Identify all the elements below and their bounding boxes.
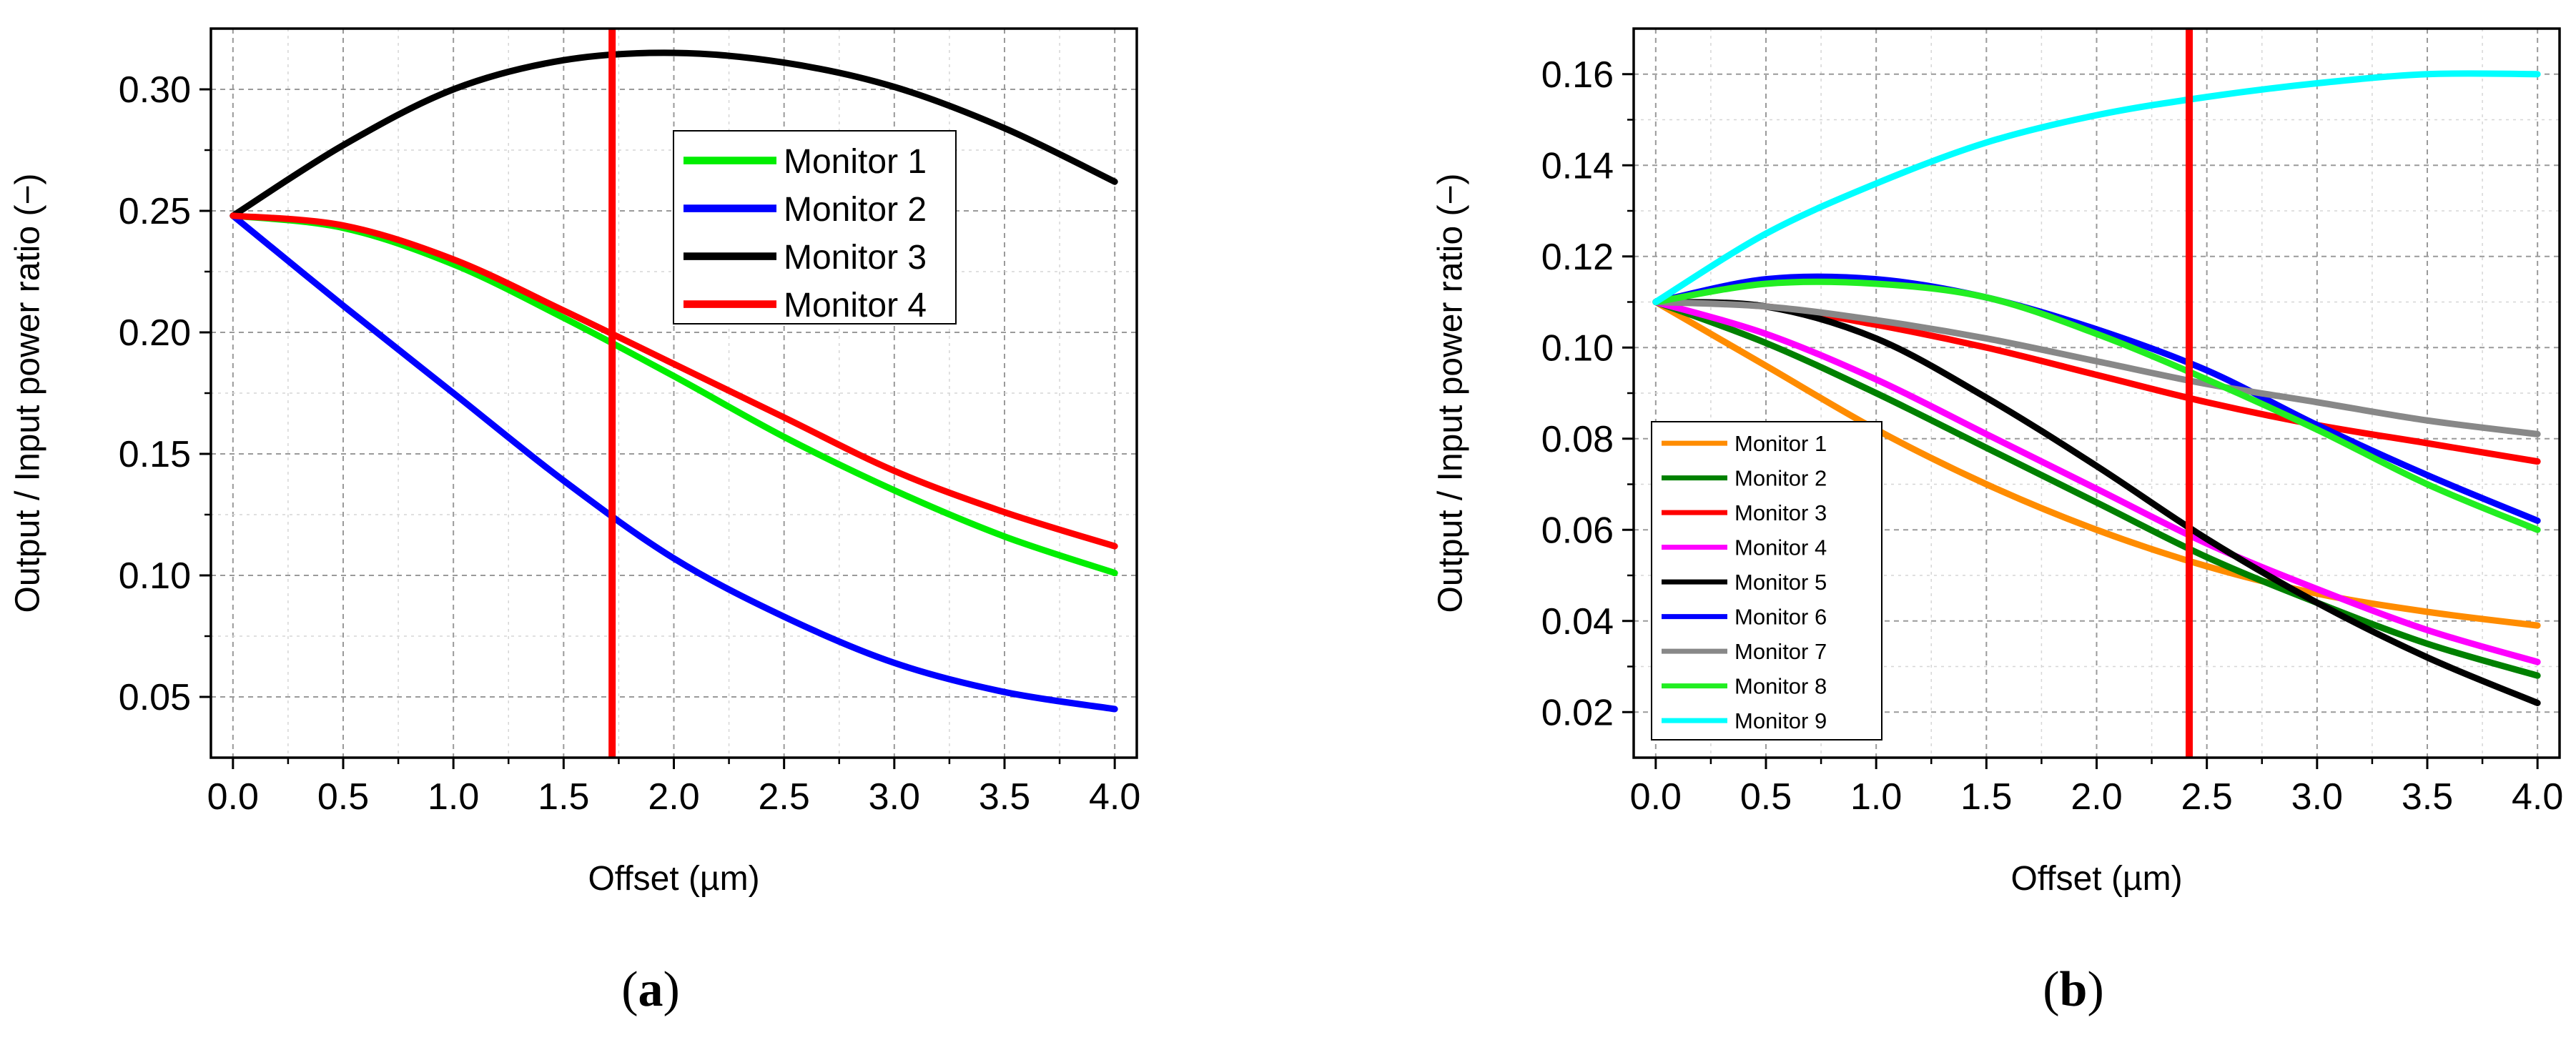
legend-label: Monitor 4 xyxy=(1734,535,1827,560)
series-line-monitor-6 xyxy=(1652,273,2541,524)
legend: Monitor 1 Monitor 2 Monitor 3 Monitor 4 xyxy=(673,130,957,325)
x-tick-label: 2.5 xyxy=(759,776,810,818)
legend-label: Monitor 8 xyxy=(1734,674,1827,699)
y-tick-label: 0.06 xyxy=(1541,510,1614,551)
series-line-monitor-3 xyxy=(230,49,1118,219)
series-line-monitor-4 xyxy=(230,212,1118,550)
x-tick-label: 4.0 xyxy=(1089,776,1140,818)
x-tick-label: 3.0 xyxy=(2291,776,2343,818)
series-line-monitor-9 xyxy=(1652,70,2541,305)
legend-label: Monitor 1 xyxy=(784,143,927,181)
x-tick-label: 3.0 xyxy=(869,776,920,818)
legend-label: Monitor 5 xyxy=(1734,570,1827,595)
series-line-monitor-7 xyxy=(1652,299,2541,437)
y-axis-label: Output / Input power ratio (−) xyxy=(9,174,47,613)
y-tick-label: 0.14 xyxy=(1541,145,1614,187)
legend-label: Monitor 3 xyxy=(784,239,927,277)
legend-label: Monitor 1 xyxy=(1734,431,1827,456)
series-line-monitor-1 xyxy=(1652,299,2541,629)
y-tick-label: 0.20 xyxy=(119,312,191,354)
legend-label: Monitor 7 xyxy=(1734,639,1827,664)
x-tick-label: 0.5 xyxy=(317,776,369,818)
y-tick-label: 0.15 xyxy=(119,434,191,475)
y-tick-label: 0.08 xyxy=(1541,419,1614,460)
x-tick-label: 1.5 xyxy=(538,776,589,818)
x-tick-label: 3.5 xyxy=(979,776,1030,818)
chart-panel-a: 0.0 0.5 1.0 1.5 2.0 2.5 3.0 3.5 4.0 0.05 0.10 0.15 0… xyxy=(9,27,1140,898)
legend-label: Monitor 6 xyxy=(1734,605,1827,630)
series-line-monitor-4 xyxy=(1652,299,2541,665)
x-axis-label: Offset (µm) xyxy=(2010,860,2182,898)
y-tick-label: 0.02 xyxy=(1541,692,1614,733)
y-tick-label: 0.10 xyxy=(1541,327,1614,369)
legend-label: Monitor 2 xyxy=(1734,466,1827,491)
x-tick-label: 0.5 xyxy=(1740,776,1792,818)
y-tick-label: 0.12 xyxy=(1541,237,1614,278)
legend-label: Monitor 2 xyxy=(784,191,927,229)
chart-panel-b: 0.0 0.5 1.0 1.5 2.0 2.5 3.0 3.5 4.0 0.02 0.04 0.06 0… xyxy=(1432,27,2563,898)
x-tick-label: 0.0 xyxy=(1630,776,1682,818)
x-tick-label: 3.5 xyxy=(2402,776,2453,818)
caption-a: (a) xyxy=(621,962,680,1017)
y-tick-label: 0.04 xyxy=(1541,601,1614,643)
legend-label: Monitor 3 xyxy=(1734,500,1827,525)
series-line-monitor-8 xyxy=(1652,278,2541,533)
y-tick-label: 0.25 xyxy=(119,191,191,232)
series-line-monitor-2 xyxy=(230,212,1118,713)
caption-b: (b) xyxy=(2043,962,2104,1017)
x-tick-label: 2.5 xyxy=(2181,776,2233,818)
x-tick-label: 2.0 xyxy=(2071,776,2122,818)
y-tick-label: 0.10 xyxy=(119,555,191,597)
series-line-monitor-5 xyxy=(1652,299,2541,706)
legend: Monitor 1 Monitor 2 Monitor 3 Monitor 4 Moni… xyxy=(1651,421,1882,741)
y-tick-label: 0.05 xyxy=(119,677,191,718)
x-axis-label: Offset (µm) xyxy=(588,860,759,898)
x-tick-label: 0.0 xyxy=(207,776,259,818)
y-tick-label: 0.30 xyxy=(119,69,191,111)
x-tick-label: 4.0 xyxy=(2512,776,2563,818)
x-tick-label: 1.5 xyxy=(1960,776,2012,818)
x-tick-label: 1.0 xyxy=(1850,776,1902,818)
series-line-monitor-2 xyxy=(1652,299,2541,679)
y-tick-label: 0.16 xyxy=(1541,54,1614,96)
x-tick-label: 2.0 xyxy=(648,776,699,818)
legend-label: Monitor 4 xyxy=(784,287,927,325)
y-axis-label: Output / Input power ratio (−) xyxy=(1432,174,1470,613)
legend-label: Monitor 9 xyxy=(1734,708,1827,733)
x-tick-label: 1.0 xyxy=(428,776,479,818)
